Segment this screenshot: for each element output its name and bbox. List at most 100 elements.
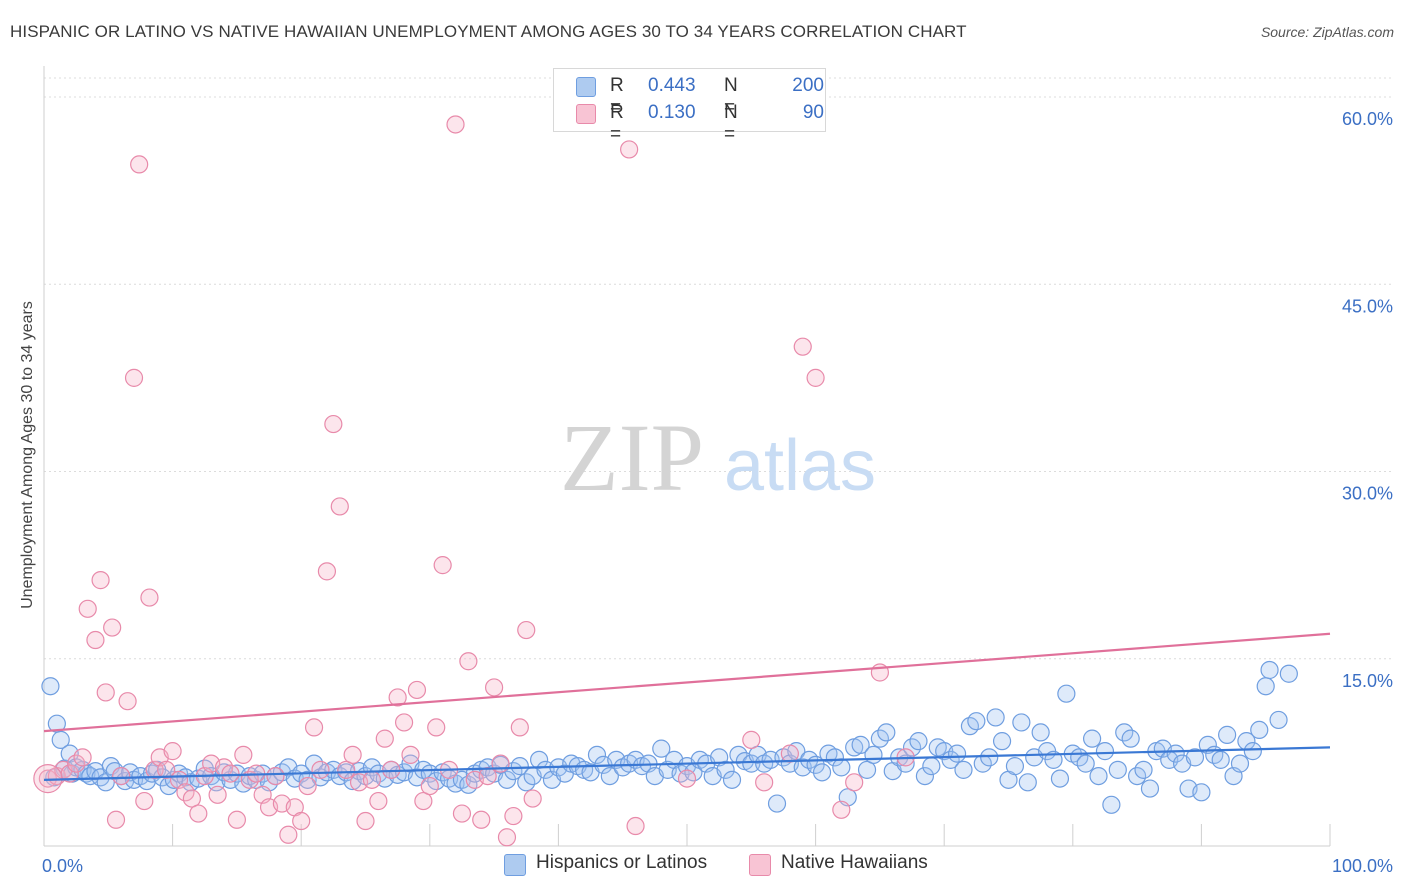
point-hispanics — [825, 748, 844, 767]
point-hispanics — [510, 757, 529, 776]
point-hawaiians — [292, 811, 311, 831]
point-hawaiians — [375, 729, 394, 748]
point-hawaiians — [279, 825, 298, 844]
point-hawaiians — [304, 718, 324, 737]
point-hawaiians — [311, 760, 330, 779]
point-hawaiians — [626, 816, 645, 836]
point-hispanics — [652, 739, 671, 758]
legend-n-value: 90 — [802, 102, 824, 123]
point-hawaiians — [112, 766, 131, 786]
point-hawaiians — [414, 791, 433, 811]
point-hispanics — [1230, 754, 1250, 773]
point-hispanics — [1218, 725, 1237, 744]
point-hispanics — [767, 794, 787, 813]
point-hispanics — [1243, 742, 1262, 761]
point-hispanics — [832, 758, 851, 777]
point-hawaiians — [298, 776, 317, 796]
point-hawaiians — [401, 745, 420, 764]
point-hawaiians — [356, 811, 375, 831]
point-hispanics — [812, 763, 832, 782]
point-hawaiians — [343, 745, 362, 764]
point-hawaiians — [504, 806, 523, 826]
point-hispanics — [877, 723, 896, 742]
legend-r-value: 0.443 — [648, 75, 696, 96]
point-hispanics — [1134, 760, 1153, 779]
point-hawaiians — [394, 713, 414, 732]
legend-swatch-pink — [576, 104, 596, 124]
point-hawaiians — [478, 766, 497, 786]
y-tick-label: 60.0% — [1342, 109, 1393, 129]
point-hispanics — [857, 760, 877, 779]
point-hawaiians — [677, 769, 697, 788]
point-hispanics — [915, 766, 935, 786]
point-hispanics — [1082, 729, 1102, 748]
legend-r-value: 0.130 — [648, 102, 696, 123]
point-hispanics — [986, 708, 1005, 727]
point-hawaiians — [106, 810, 126, 829]
point-hispanics — [1089, 766, 1108, 786]
y-axis-label: Unemployment Among Ages 30 to 34 years — [19, 301, 36, 609]
axes — [43, 66, 1331, 847]
point-hawaiians — [780, 744, 799, 763]
bottom-legend-label: Native Hawaiians — [781, 852, 928, 873]
point-hawaiians — [388, 688, 407, 707]
correlation-legend: R = 0.443 N = 200 R = 0.130 N = 90 — [553, 68, 826, 145]
point-hawaiians — [157, 760, 176, 779]
point-hawaiians — [742, 730, 761, 749]
point-hawaiians — [266, 766, 285, 786]
point-hawaiians — [135, 791, 154, 811]
point-hispanics — [1095, 742, 1115, 761]
point-hawaiians — [362, 770, 382, 789]
point-hispanics — [1260, 660, 1279, 680]
point-hispanics — [716, 760, 735, 779]
y-tick-label: 30.0% — [1342, 484, 1393, 504]
point-hawaiians — [103, 618, 122, 637]
point-hawaiians — [433, 556, 452, 575]
point-hispanics — [1192, 783, 1211, 802]
point-hawaiians — [420, 776, 439, 796]
point-hispanics — [980, 748, 999, 767]
point-hispanics — [1166, 744, 1185, 763]
point-hispanics — [1198, 735, 1217, 754]
point-hispanics — [41, 677, 60, 696]
point-hispanics — [1057, 684, 1076, 703]
point-hawaiians — [485, 678, 504, 697]
point-hawaiians — [317, 562, 337, 581]
point-hispanics — [1250, 720, 1269, 740]
point-hawaiians — [234, 745, 253, 764]
chart-title: HISPANIC OR LATINO VS NATIVE HAWAIIAN UN… — [10, 22, 967, 41]
point-hawaiians — [140, 588, 159, 607]
watermark-zip: ZIP — [560, 404, 704, 511]
point-hispanics — [722, 770, 742, 789]
point-hispanics — [1279, 664, 1298, 683]
point-hawaiians — [446, 115, 465, 134]
legend-r-label: R = — [610, 102, 624, 145]
legend-n-label: N = — [724, 102, 738, 145]
point-hispanics — [1211, 750, 1230, 769]
point-hawaiians — [73, 748, 92, 767]
grid-lines — [44, 77, 1392, 660]
tick-labels: 15.0% 30.0% 45.0% 60.0% 0.0% 100.0% — [42, 109, 1393, 876]
point-hawaiians — [221, 764, 240, 783]
point-hispanics — [587, 745, 607, 764]
legend-n-value: 200 — [792, 75, 824, 96]
point-hispanics — [864, 745, 883, 764]
point-hispanics — [1005, 757, 1025, 776]
point-hawaiians — [86, 630, 105, 650]
point-hispanics — [954, 760, 973, 779]
point-hawaiians — [337, 760, 356, 779]
point-hispanics — [1108, 760, 1127, 779]
point-hispanics — [1185, 748, 1205, 767]
point-hispanics — [1018, 773, 1037, 792]
point-hawaiians — [124, 368, 144, 387]
point-hawaiians — [189, 804, 208, 823]
point-hispanics — [896, 754, 915, 773]
point-hawaiians — [620, 140, 639, 159]
point-hawaiians — [96, 683, 115, 702]
source-label: Source: ZipAtlas.com — [1260, 24, 1394, 40]
legend-n-label: N = — [724, 75, 738, 118]
series-hawaiians-points — [33, 115, 915, 847]
y-tick-label: 45.0% — [1342, 296, 1393, 316]
point-hispanics — [1121, 729, 1140, 748]
trend-lines — [43, 632, 1331, 781]
